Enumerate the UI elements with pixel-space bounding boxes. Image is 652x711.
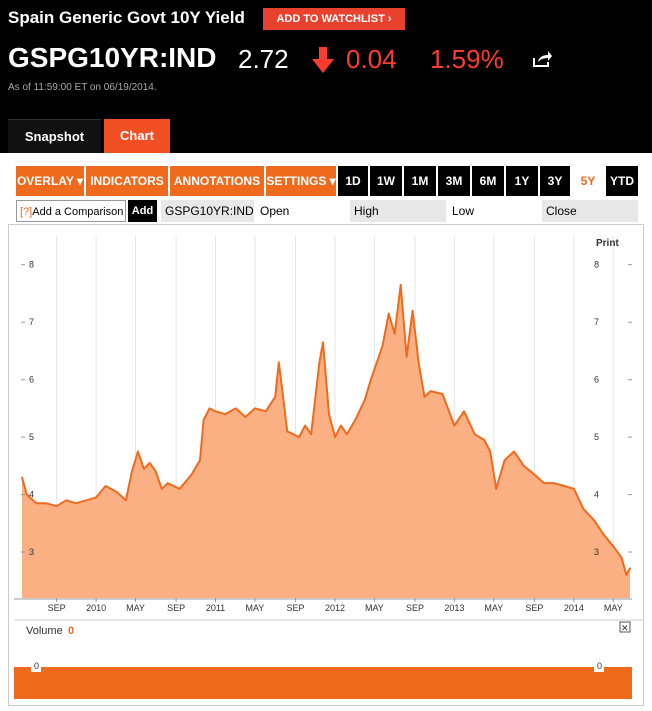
as-of-timestamp: As of 11:59:00 ET on 06/19/2014. [8,82,157,93]
share-icon[interactable] [532,50,552,68]
help-link[interactable]: [?] [20,206,33,218]
range-3m[interactable]: 3M [438,166,470,196]
range-ytd[interactable]: YTD [606,166,638,196]
price-change: 0.04 [346,44,397,74]
security-title: Spain Generic Govt 10Y Yield [8,8,245,27]
overlay-menu[interactable]: OVERLAY ▾ [16,166,84,196]
legend-high: High [350,200,446,222]
legend-open: Open [260,204,290,218]
annotations-menu[interactable]: ANNOTATIONS ▾ [170,166,264,218]
legend-low: Low [452,204,475,218]
tab-snapshot[interactable]: Snapshot [8,119,101,153]
range-1m[interactable]: 1M [404,166,436,196]
indicators-menu[interactable]: INDICATORS ▾ [86,166,168,218]
down-arrow-icon [312,47,334,73]
chevron-right-icon: › [387,13,392,25]
add-comparison-button[interactable]: Add [128,200,157,222]
legend-close: Close [542,200,638,222]
tab-chart[interactable]: Chart [104,119,170,153]
settings-menu[interactable]: SETTINGS ▾ [266,166,336,196]
ticker-symbol: GSPG10YR:IND [8,42,217,73]
legend-symbol: GSPG10YR:IND [161,200,254,222]
chart-panel [8,224,644,706]
comparison-placeholder: Add a Comparison [32,206,124,218]
watchlist-label: ADD TO WATCHLIST [276,13,385,25]
range-6m[interactable]: 6M [472,166,504,196]
percent-change: 1.59% [430,44,504,74]
range-1y[interactable]: 1Y [506,166,538,196]
range-1d[interactable]: 1D [338,166,368,196]
add-to-watchlist-button[interactable]: ADD TO WATCHLIST › [263,8,405,30]
range-5y[interactable]: 5Y [572,166,604,196]
range-3y[interactable]: 3Y [540,166,570,196]
last-price: 2.72 [238,44,289,74]
range-1w[interactable]: 1W [370,166,402,196]
comparison-input[interactable]: [?]Add a Comparison [16,200,126,222]
